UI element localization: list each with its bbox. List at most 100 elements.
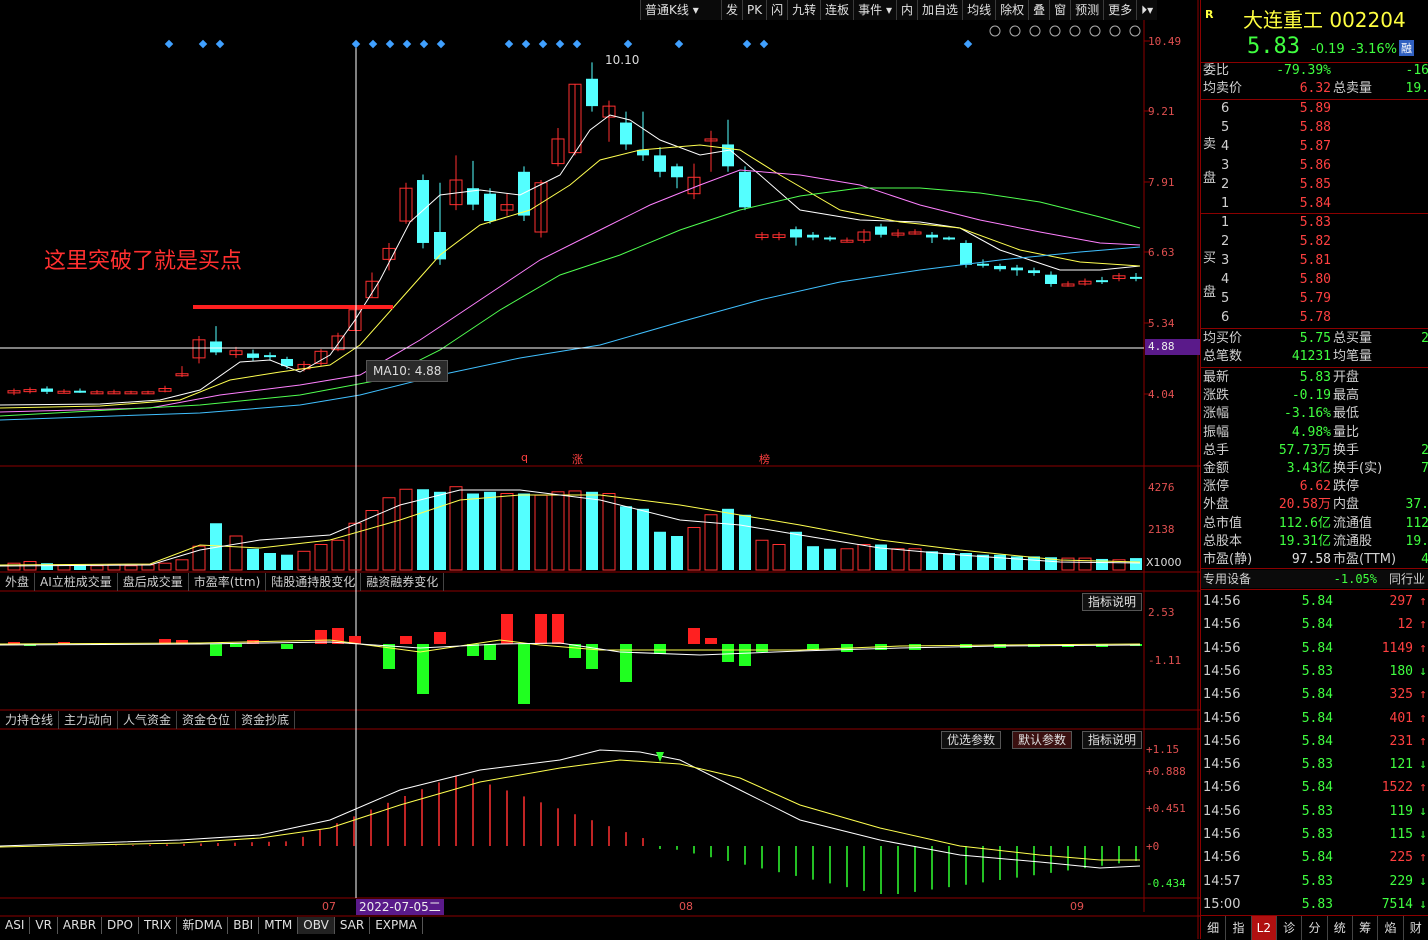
optimal-params-button[interactable]: 优选参数 <box>941 731 1002 749</box>
indicator-tab[interactable]: 人气资金 <box>118 711 178 729</box>
sell-level-row[interactable]: 6 5.89 <box>1201 100 1428 118</box>
buy-level-row[interactable]: 4 5.80 <box>1201 271 1428 289</box>
weibi-value: -79.39% <box>1276 63 1331 78</box>
buy-level-row[interactable]: 2 5.82 <box>1201 233 1428 251</box>
sell-level-row[interactable]: 4 5.87 <box>1201 138 1428 156</box>
indicator-tab[interactable]: 外盘 <box>0 573 36 591</box>
bottom-tab[interactable]: BBI <box>228 917 260 934</box>
sell-level-row[interactable]: 1 5.84 <box>1201 195 1428 213</box>
bottom-tab[interactable]: MTM <box>259 917 299 934</box>
kline-chart-area[interactable]: 普通K线 ▾ 发 PK 闪 九转 连板 事件 ▾ 内 加自选 均线 除权 叠 窗… <box>0 0 1202 939</box>
indicator-tab[interactable]: 主力动向 <box>59 711 119 729</box>
tick-volume: 297 <box>1389 594 1413 609</box>
toolbar-item[interactable]: 连板 <box>820 0 853 20</box>
buy-level-row[interactable]: 3 5.81 <box>1201 252 1428 270</box>
event-marker[interactable]: q <box>521 451 528 464</box>
toolbar-expand-icon[interactable]: ⏵▾ <box>1136 0 1157 20</box>
total-sell-label: 总卖量 <box>1333 81 1373 96</box>
panel-tab[interactable]: 焰 <box>1378 916 1404 940</box>
buy-level-row[interactable]: 5 5.79 <box>1201 290 1428 308</box>
toolbar-item[interactable]: 九转 <box>787 0 820 20</box>
event-marker[interactable]: 榜 <box>759 453 770 466</box>
bottom-tab[interactable]: DPO <box>102 917 139 934</box>
tick-row: 14:56 5.83 121 ↓ <box>1201 753 1428 776</box>
indicator-explain-button-2[interactable]: 指标说明 <box>1082 731 1143 749</box>
toolbar-item-event[interactable]: 事件 ▾ <box>853 0 896 20</box>
indicator-tab[interactable]: 力持仓线 <box>0 711 60 729</box>
kline-type-select[interactable]: 普通K线 ▾ <box>640 0 721 20</box>
volume-bar-down <box>807 546 819 570</box>
avg-count-label: 均笔量 <box>1333 349 1373 364</box>
event-marker[interactable]: 涨 <box>572 453 583 466</box>
panel-tab[interactable]: L2 <box>1251 916 1277 940</box>
panel-tab[interactable]: 分 <box>1302 916 1328 940</box>
indicator-tab[interactable]: AI立桩成交量 <box>35 573 118 591</box>
panel-tab[interactable]: 指 <box>1226 916 1252 940</box>
bottom-tab[interactable]: ASI <box>0 917 31 934</box>
flow-bar-up <box>159 639 171 644</box>
sell-level-row[interactable]: 3 5.86 <box>1201 157 1428 175</box>
bottom-tab[interactable]: SAR <box>335 917 371 934</box>
tick-time: 14:56 <box>1203 733 1241 749</box>
toolbar-item[interactable]: 发 <box>721 0 742 20</box>
sell-side-label: 卖盘 <box>1203 137 1217 186</box>
buy-level-row[interactable]: 6 5.78 <box>1201 309 1428 327</box>
panel-tab[interactable]: 筹 <box>1353 916 1379 940</box>
volume-bar-down <box>247 548 259 570</box>
candle-body-down <box>41 388 53 392</box>
quote-label-2: 换手(实) <box>1333 461 1383 476</box>
tick-volume: 1149 <box>1381 640 1413 656</box>
indicator-tab[interactable]: 融资融券变化 <box>361 573 445 591</box>
buy-level: 6 <box>1221 310 1230 325</box>
volume-bar-up <box>192 545 206 571</box>
toolbar-item[interactable]: 内 <box>896 0 917 20</box>
indicator-tab[interactable]: 资金抄底 <box>236 711 296 729</box>
bottom-tab[interactable]: ARBR <box>58 917 103 934</box>
indicator-tabs-2: 力持仓线 主力动向 人气资金 资金仓位 资金抄底 <box>0 711 296 729</box>
bottom-tab[interactable]: 新DMA <box>177 917 229 934</box>
candle-body-down <box>824 237 836 240</box>
indicator-explain-button[interactable]: 指标说明 <box>1082 593 1143 611</box>
indicator-tab[interactable]: 盘后成交量 <box>118 573 189 591</box>
tick-price: 5.84 <box>1301 617 1333 633</box>
tick-time: 14:56 <box>1203 594 1241 609</box>
flow-bar-down <box>586 644 598 669</box>
bottom-tab[interactable]: EXPMA <box>370 917 423 934</box>
quote-label-2: 最低 <box>1333 406 1360 422</box>
panel-tab[interactable]: 诊 <box>1277 916 1303 940</box>
chart-toolbar: 普通K线 ▾ 发 PK 闪 九转 连板 事件 ▾ 内 加自选 均线 除权 叠 窗… <box>640 0 1158 20</box>
toolbar-item-more[interactable]: 更多 <box>1103 0 1136 20</box>
toolbar-item[interactable]: 除权 <box>995 0 1028 20</box>
indicator-tab[interactable]: 陆股通持股变化 <box>266 573 362 591</box>
total-count-value: 41231 <box>1291 349 1331 364</box>
panel-tab[interactable]: 财 <box>1404 916 1428 940</box>
sector-pct: -1.05% <box>1333 572 1377 586</box>
panel-tab[interactable]: 统 <box>1328 916 1353 940</box>
arrow-up-icon: ↑ <box>1419 640 1427 656</box>
indicator-tab[interactable]: 市盈率(ttm) <box>189 573 267 591</box>
sell-level-row[interactable]: 2 5.85 <box>1201 176 1428 194</box>
tick-price: 5.83 <box>1301 757 1333 773</box>
quote-label: 最新 <box>1203 370 1230 385</box>
default-params-button[interactable]: 默认参数 <box>1012 731 1073 749</box>
toolbar-item[interactable]: 预测 <box>1070 0 1103 20</box>
toolbar-item[interactable]: 窗 <box>1049 0 1070 20</box>
bottom-tab[interactable]: TRIX <box>139 917 178 934</box>
candle-body-down <box>1045 274 1057 284</box>
bottom-tab[interactable]: VR <box>30 917 58 934</box>
indicator-tab[interactable]: 资金仓位 <box>177 711 237 729</box>
toolbar-item[interactable]: PK <box>742 0 766 20</box>
toolbar-item[interactable]: 均线 <box>962 0 995 20</box>
sell-level-row[interactable]: 5 5.88 <box>1201 119 1428 137</box>
sector-row[interactable]: 专用设备 -1.05% 同行业 <box>1201 570 1428 588</box>
kline-chart-svg[interactable] <box>0 0 1200 939</box>
candle-body-up <box>891 232 905 236</box>
toolbar-item[interactable]: 闪 <box>766 0 787 20</box>
panel-tab[interactable]: 细 <box>1201 916 1227 940</box>
toolbar-item[interactable]: 叠 <box>1028 0 1049 20</box>
quote-value: 20.58万 <box>1278 497 1331 513</box>
buy-level-row[interactable]: 1 5.83 <box>1201 214 1428 232</box>
bottom-tab-obv[interactable]: OBV <box>298 917 335 934</box>
toolbar-item[interactable]: 加自选 <box>917 0 962 20</box>
volume-bar-up <box>500 493 514 571</box>
